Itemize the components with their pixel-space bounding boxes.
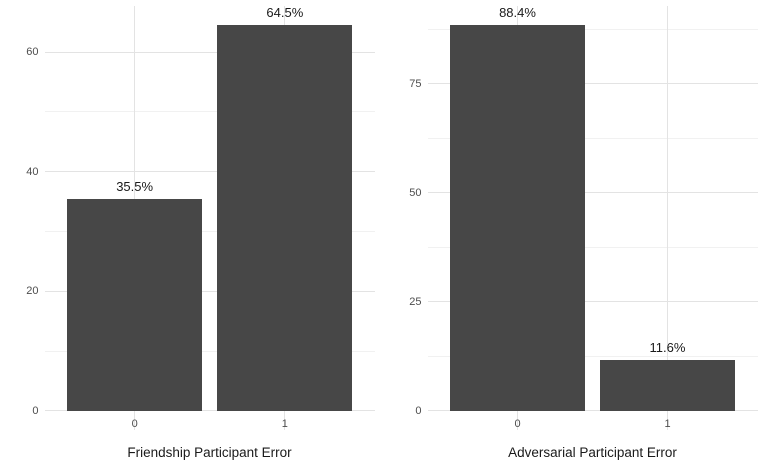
- bar: [217, 25, 353, 411]
- bar-value-label: 64.5%: [266, 5, 304, 21]
- x-axis-title-friendship: Friendship Participant Error: [127, 445, 292, 460]
- bar: [67, 198, 203, 411]
- gridline-minor-h: [44, 111, 375, 113]
- x-axis-title-adversarial: Adversarial Participant Error: [508, 445, 677, 460]
- x-axis-tick-label: 0: [131, 418, 138, 430]
- gridline-major-h: [44, 290, 375, 292]
- x-axis-tick-label: 1: [281, 418, 288, 430]
- gridline-major-h: [427, 83, 758, 85]
- y-axis-tick-label: 20: [26, 285, 39, 298]
- gridline-minor-h: [44, 350, 375, 352]
- gridline-major-h: [44, 51, 375, 53]
- bar-value-label: 35.5%: [116, 178, 154, 194]
- bar-value-label: 11.6%: [649, 340, 686, 356]
- gridline-major-h: [427, 301, 758, 303]
- y-axis-tick-label: 60: [26, 46, 39, 59]
- gridline-major-h: [44, 410, 375, 412]
- gridline-major-v: [667, 6, 668, 430]
- y-axis-tick-label: 25: [409, 295, 422, 308]
- gridline-minor-h: [427, 28, 758, 30]
- gridline-major-h: [427, 192, 758, 194]
- bar: [450, 25, 585, 411]
- gridline-minor-h: [427, 137, 758, 139]
- x-axis-tick-label: 0: [514, 418, 521, 430]
- gridline-major-h: [44, 171, 375, 173]
- bar-value-label: 88.4%: [499, 5, 536, 21]
- y-axis-tick-label: 40: [26, 165, 39, 178]
- y-axis-tick-label: 50: [409, 186, 422, 199]
- gridline-minor-h: [427, 355, 758, 357]
- gridline-minor-h: [427, 246, 758, 248]
- y-axis-tick-label: 0: [415, 404, 422, 417]
- gridline-major-h: [427, 410, 758, 412]
- y-axis-tick-label: 0: [32, 404, 39, 417]
- gridline-minor-h: [44, 230, 375, 232]
- y-axis-tick-label: 75: [409, 77, 422, 90]
- bar: [600, 360, 735, 411]
- x-axis-tick-label: 1: [664, 418, 671, 430]
